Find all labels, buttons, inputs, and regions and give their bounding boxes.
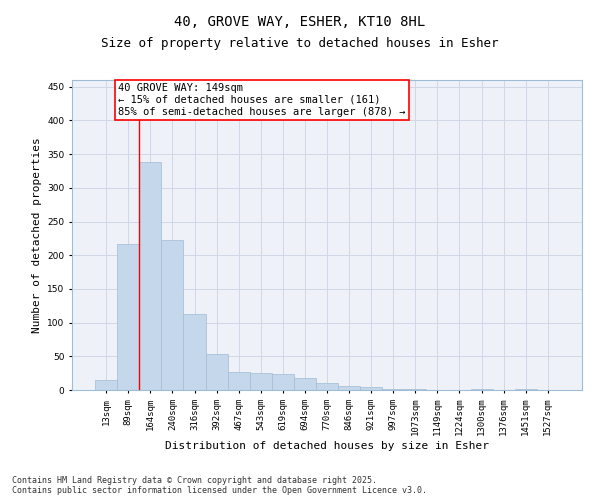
Bar	[272, 374, 294, 390]
Text: 40, GROVE WAY, ESHER, KT10 8HL: 40, GROVE WAY, ESHER, KT10 8HL	[175, 15, 425, 29]
Bar	[184, 314, 206, 390]
Text: Contains HM Land Registry data © Crown copyright and database right 2025.
Contai: Contains HM Land Registry data © Crown c…	[12, 476, 427, 495]
Bar	[294, 378, 316, 390]
Bar	[206, 354, 227, 390]
Y-axis label: Number of detached properties: Number of detached properties	[32, 137, 41, 333]
Bar	[161, 240, 184, 390]
Bar	[95, 380, 117, 390]
Text: 40 GROVE WAY: 149sqm
← 15% of detached houses are smaller (161)
85% of semi-deta: 40 GROVE WAY: 149sqm ← 15% of detached h…	[118, 84, 406, 116]
Bar	[139, 162, 161, 390]
Bar	[360, 388, 382, 390]
Bar	[250, 373, 272, 390]
X-axis label: Distribution of detached houses by size in Esher: Distribution of detached houses by size …	[165, 441, 489, 451]
Bar	[316, 384, 338, 390]
Bar	[227, 372, 250, 390]
Bar	[117, 244, 139, 390]
Text: Size of property relative to detached houses in Esher: Size of property relative to detached ho…	[101, 38, 499, 51]
Bar	[338, 386, 360, 390]
